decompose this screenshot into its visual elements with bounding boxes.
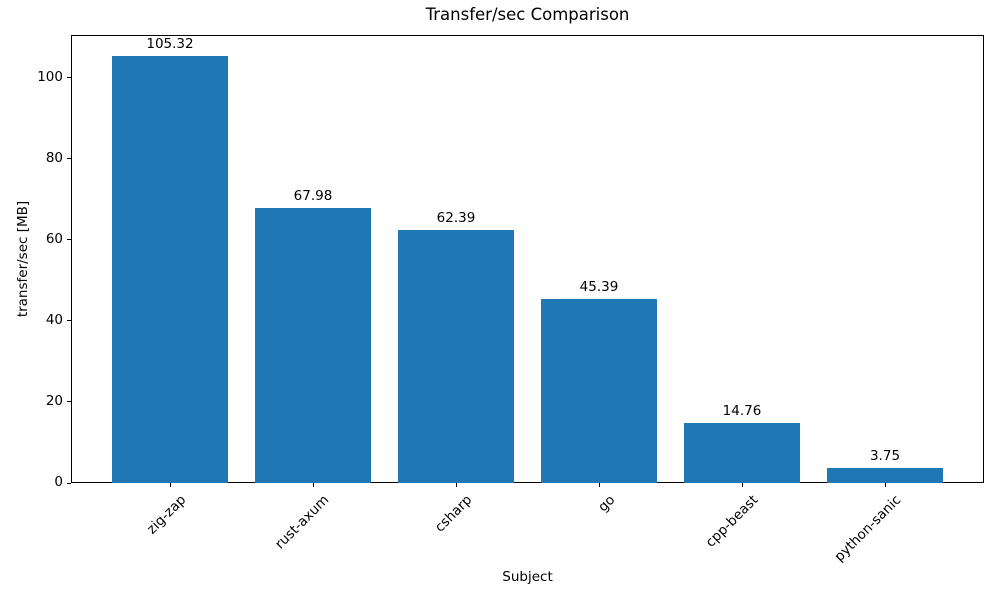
y-tick [67,401,71,403]
y-tick-label: 40 [45,311,63,328]
y-tick-label: 60 [45,230,63,247]
bar-rust-axum [255,207,371,483]
x-tick-label-cpp-beast: cpp-beast [702,492,762,551]
y-tick [67,320,71,322]
x-tick [742,483,743,487]
x-tick-label-go: go [595,492,619,516]
chart-title: Transfer/sec Comparison [425,5,630,24]
y-tick [67,77,71,79]
bar-python-sanic [827,467,943,483]
x-tick-label-zig-zap: zig-zap [143,492,190,538]
x-tick-label-python-sanic: python-sanic [831,492,905,565]
x-axis-label: Subject [502,569,553,585]
x-tick-label-csharp: csharp [431,492,476,536]
y-tick-label: 80 [45,149,63,166]
y-tick-label: 0 [54,474,63,490]
bar-go [541,299,657,483]
bar-value-label: 105.32 [146,36,194,53]
bar-value-label: 3.75 [869,447,901,464]
bar-zig-zap [112,56,228,483]
x-tick [170,483,171,487]
y-tick [67,158,71,160]
bar-value-label: 45.39 [579,279,619,296]
bar-csharp [398,230,514,483]
x-tick [599,483,600,487]
bar-cpp-beast [684,423,800,483]
bar-value-label: 62.39 [436,210,476,227]
x-tick [885,483,886,487]
bar-value-label: 14.76 [722,403,762,420]
x-tick [456,483,457,487]
y-tick [67,239,71,241]
y-tick [67,482,71,484]
y-tick-label: 20 [45,392,63,409]
x-tick [313,483,314,487]
x-tick-label-rust-axum: rust-axum [272,492,333,553]
bar-value-label: 67.98 [293,187,333,204]
y-axis-label: transfer/sec [MB] [15,200,31,318]
y-tick-label: 100 [37,68,63,85]
